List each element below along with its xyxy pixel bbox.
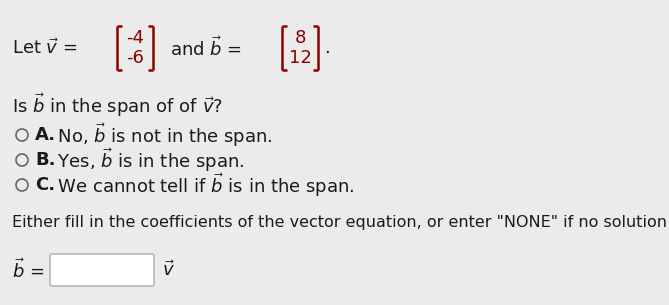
Text: C.: C. bbox=[35, 176, 55, 194]
Text: Is $\vec{b}$ in the span of of $\vec{v}$?: Is $\vec{b}$ in the span of of $\vec{v}$… bbox=[12, 91, 223, 119]
Text: B.: B. bbox=[35, 151, 56, 169]
Text: $\vec{v}$: $\vec{v}$ bbox=[162, 260, 175, 280]
Text: 12: 12 bbox=[288, 49, 312, 67]
Text: -4: -4 bbox=[126, 29, 144, 47]
Text: .: . bbox=[324, 39, 330, 57]
Text: $\vec{b}$ =: $\vec{b}$ = bbox=[12, 258, 44, 282]
Text: A.: A. bbox=[35, 126, 56, 144]
Text: We cannot tell if $\vec{b}$ is in the span.: We cannot tell if $\vec{b}$ is in the sp… bbox=[52, 171, 355, 199]
FancyBboxPatch shape bbox=[50, 254, 154, 286]
Text: and $\vec{b}$ =: and $\vec{b}$ = bbox=[170, 36, 242, 60]
Text: No, $\vec{b}$ is not in the span.: No, $\vec{b}$ is not in the span. bbox=[52, 121, 272, 149]
Text: Let $\vec{v}$ =: Let $\vec{v}$ = bbox=[12, 38, 78, 58]
Text: Either fill in the coefficients of the vector equation, or enter "NONE" if no so: Either fill in the coefficients of the v… bbox=[12, 214, 669, 229]
Text: 8: 8 bbox=[294, 29, 306, 47]
Text: Yes, $\vec{b}$ is in the span.: Yes, $\vec{b}$ is in the span. bbox=[52, 146, 244, 174]
Text: -6: -6 bbox=[126, 49, 144, 67]
